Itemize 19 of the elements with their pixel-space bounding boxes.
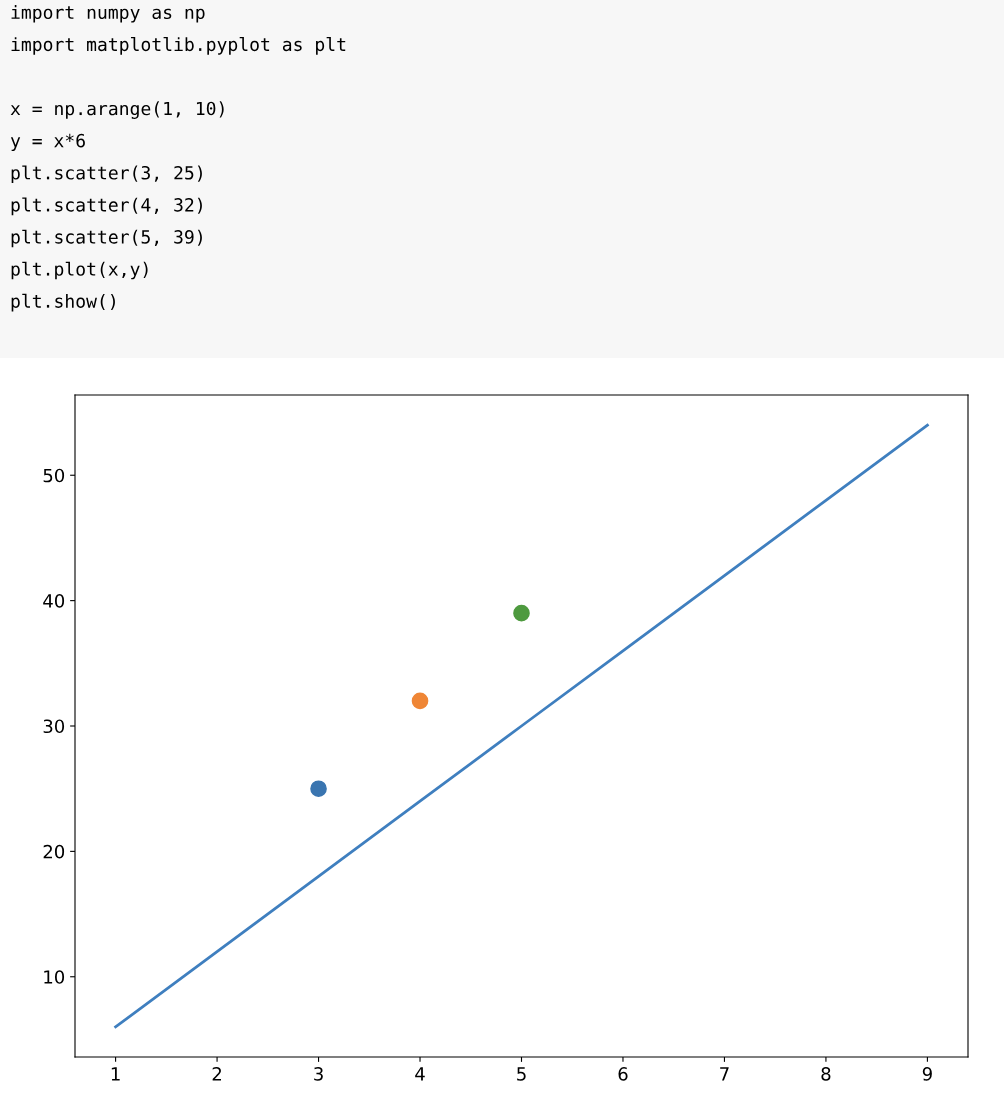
- x-tick-label: 8: [821, 1067, 831, 1081]
- point: [513, 604, 530, 622]
- x-tick-label: 2: [212, 1067, 221, 1081]
- y-tick-label: 10: [44, 970, 65, 984]
- y-tick-label: 40: [43, 594, 65, 608]
- text: import numpy as np import matplotlib.pyplot as plt x = np.arange(1, 10) y = x*6 plt.scatter(3, 25) plt.scatter(4, 32) plt.scatter(5, 39) plt.plot(x,y) plt.show(): [10, 5, 346, 312]
- y-tick-label: 20: [43, 844, 65, 859]
- point: [411, 692, 429, 710]
- line-series: [114, 423, 929, 1029]
- x-tick-label: 3: [314, 1067, 323, 1081]
- x-tick-label: 5: [517, 1067, 526, 1081]
- x-tick-label: 1: [111, 1067, 120, 1081]
- y-tick-label: 50: [43, 468, 65, 483]
- y-tick-label: 30: [43, 719, 65, 734]
- x-tick-label: 7: [720, 1067, 729, 1081]
- x-tick-label: 9: [922, 1067, 932, 1081]
- x-tick-label: 6: [618, 1067, 628, 1081]
- x-tick-label: 4: [415, 1067, 425, 1081]
- point: [310, 780, 327, 797]
